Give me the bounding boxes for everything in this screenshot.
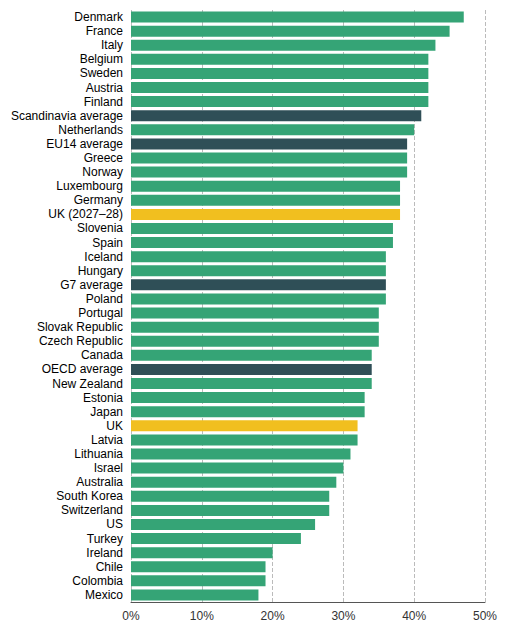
svg-text:Japan: Japan <box>90 405 123 419</box>
svg-text:South Korea: South Korea <box>56 489 123 503</box>
svg-text:EU14 average: EU14 average <box>46 137 123 151</box>
svg-text:US: US <box>106 517 123 531</box>
svg-text:Austria: Austria <box>86 81 124 95</box>
svg-text:Estonia: Estonia <box>83 391 123 405</box>
svg-text:UK: UK <box>106 419 123 433</box>
svg-text:Netherlands: Netherlands <box>58 123 123 137</box>
svg-text:30%: 30% <box>331 609 355 623</box>
svg-text:UK (2027–28): UK (2027–28) <box>48 207 123 221</box>
svg-text:Luxembourg: Luxembourg <box>56 179 123 193</box>
svg-text:Mexico: Mexico <box>85 588 123 602</box>
svg-text:Belgium: Belgium <box>80 52 123 66</box>
svg-text:Lithuania: Lithuania <box>74 447 123 461</box>
svg-text:Norway: Norway <box>82 165 123 179</box>
svg-text:Slovak Republic: Slovak Republic <box>37 320 123 334</box>
svg-text:Spain: Spain <box>92 236 123 250</box>
svg-text:Poland: Poland <box>86 292 123 306</box>
svg-text:Latvia: Latvia <box>91 433 123 447</box>
svg-text:20%: 20% <box>261 609 285 623</box>
svg-text:Sweden: Sweden <box>80 66 123 80</box>
svg-text:50%: 50% <box>473 609 497 623</box>
svg-text:Canada: Canada <box>81 348 123 362</box>
svg-text:Portugal: Portugal <box>78 306 123 320</box>
svg-text:Greece: Greece <box>84 151 124 165</box>
svg-text:Scandinavia average: Scandinavia average <box>11 109 123 123</box>
svg-text:Ireland: Ireland <box>86 546 123 560</box>
svg-text:Hungary: Hungary <box>78 264 123 278</box>
svg-text:Germany: Germany <box>74 193 123 207</box>
svg-text:Switzerland: Switzerland <box>61 503 123 517</box>
svg-text:France: France <box>86 24 124 38</box>
svg-text:40%: 40% <box>402 609 426 623</box>
svg-text:OECD average: OECD average <box>42 362 124 376</box>
svg-text:Israel: Israel <box>94 461 123 475</box>
svg-text:Denmark: Denmark <box>74 10 124 24</box>
svg-text:10%: 10% <box>190 609 214 623</box>
svg-text:Finland: Finland <box>84 95 123 109</box>
svg-text:Australia: Australia <box>76 475 123 489</box>
svg-text:Czech Republic: Czech Republic <box>39 334 123 348</box>
svg-text:Italy: Italy <box>101 38 123 52</box>
svg-text:Colombia: Colombia <box>72 574 123 588</box>
svg-text:Iceland: Iceland <box>84 250 123 264</box>
svg-text:0%: 0% <box>122 609 140 623</box>
svg-text:G7 average: G7 average <box>60 278 123 292</box>
svg-text:Slovenia: Slovenia <box>77 221 123 235</box>
svg-text:Turkey: Turkey <box>87 532 123 546</box>
svg-text:Chile: Chile <box>96 560 124 574</box>
svg-text:New Zealand: New Zealand <box>52 377 123 391</box>
